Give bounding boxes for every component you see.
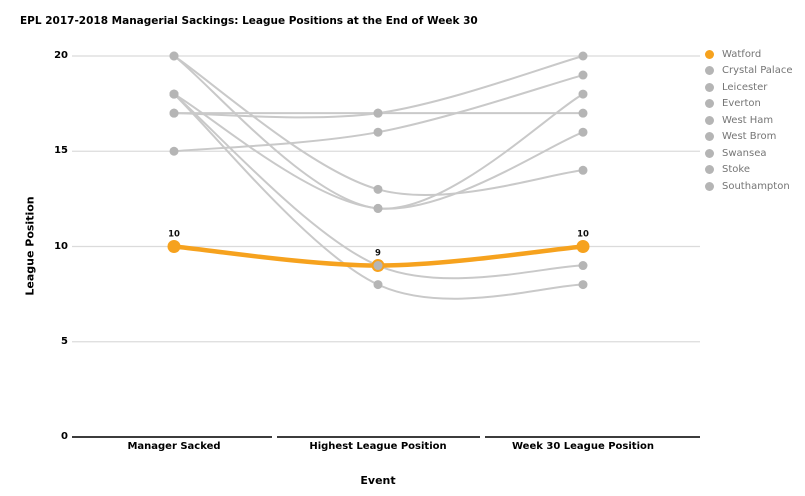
- legend-label: Everton: [722, 98, 761, 110]
- legend-item-crystal-palace[interactable]: Crystal Palace: [705, 63, 793, 80]
- legend-dot-everton: [705, 99, 714, 109]
- y-tick-label: 0: [61, 431, 68, 442]
- legend-dot-southampton: [705, 181, 714, 191]
- legend-label: West Ham: [722, 114, 774, 126]
- legend-dot-watford: [705, 49, 714, 59]
- legend-item-west-ham[interactable]: West Ham: [705, 112, 793, 129]
- legend-item-watford[interactable]: Watford: [705, 46, 793, 63]
- data-point-west-ham[interactable]: [169, 89, 179, 99]
- data-point-watford[interactable]: [167, 240, 181, 253]
- data-point-watford[interactable]: [576, 240, 590, 253]
- y-tick-label: 5: [61, 335, 68, 347]
- data-point-west-ham[interactable]: [373, 203, 383, 213]
- y-tick-label: 10: [54, 240, 68, 252]
- legend-label: Leicester: [722, 81, 768, 93]
- data-point-west-brom[interactable]: [578, 51, 588, 61]
- legend-dot-west-ham: [705, 115, 714, 125]
- legend-item-southampton[interactable]: Southampton: [705, 178, 793, 195]
- legend-label: Southampton: [722, 180, 790, 192]
- legend-label: West Brom: [722, 131, 777, 143]
- data-point-stoke[interactable]: [373, 127, 383, 137]
- chart-title: EPL 2017-2018 Managerial Sackings: Leagu…: [20, 15, 478, 27]
- point-label: 10: [577, 230, 589, 240]
- legend-dot-leicester: [705, 82, 714, 92]
- x-tick-label: Week 30 League Position: [512, 441, 654, 452]
- y-tick-label: 20: [54, 50, 68, 61]
- series-line-swansea: [173, 55, 584, 196]
- legend-dot-crystal-palace: [705, 66, 714, 76]
- legend-dot-west-brom: [705, 132, 714, 142]
- data-point-stoke[interactable]: [578, 70, 588, 80]
- data-point-southampton[interactable]: [373, 108, 383, 118]
- legend-item-leicester[interactable]: Leicester: [705, 79, 793, 96]
- data-point-swansea[interactable]: [578, 165, 588, 175]
- data-point-swansea[interactable]: [169, 51, 179, 61]
- x-tick-label: Highest League Position: [309, 441, 447, 452]
- data-point-southampton[interactable]: [578, 108, 588, 118]
- y-tick-label: 15: [54, 145, 68, 157]
- point-label: 9: [375, 249, 381, 259]
- data-point-everton[interactable]: [373, 261, 383, 271]
- legend: Watford Crystal Palace Leicester Everton Wes…: [705, 46, 793, 195]
- data-point-crystal-palace[interactable]: [578, 89, 588, 99]
- legend-label: Watford: [722, 48, 762, 60]
- legend-item-west-brom[interactable]: West Brom: [705, 129, 793, 146]
- legend-label: Crystal Palace: [722, 65, 793, 77]
- data-point-west-ham[interactable]: [578, 127, 588, 137]
- data-point-leicester[interactable]: [578, 280, 588, 290]
- data-point-everton[interactable]: [578, 261, 588, 271]
- data-point-southampton[interactable]: [169, 108, 179, 118]
- x-tick-label: Manager Sacked: [127, 441, 221, 452]
- legend-label: Swansea: [722, 147, 767, 159]
- legend-dot-stoke: [705, 165, 714, 175]
- data-point-leicester[interactable]: [373, 280, 383, 290]
- point-label: 10: [168, 230, 180, 240]
- legend-item-everton[interactable]: Everton: [705, 96, 793, 113]
- legend-item-stoke[interactable]: Stoke: [705, 162, 793, 179]
- x-axis-title: Event: [360, 474, 396, 487]
- legend-dot-swansea: [705, 148, 714, 158]
- data-point-swansea[interactable]: [373, 184, 383, 194]
- series-line-west-brom: [173, 55, 584, 119]
- data-point-stoke[interactable]: [169, 146, 179, 156]
- legend-item-swansea[interactable]: Swansea: [705, 145, 793, 162]
- legend-label: Stoke: [722, 164, 750, 176]
